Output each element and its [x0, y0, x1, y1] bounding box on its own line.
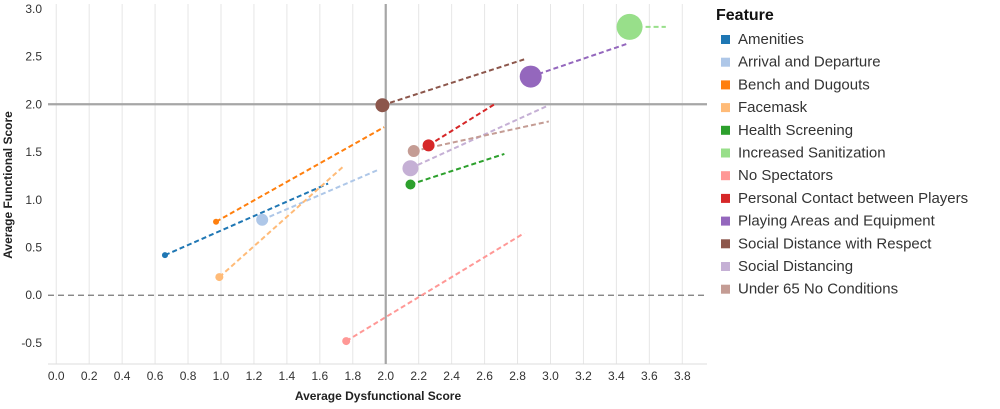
x-tick-label: 2.6	[476, 369, 493, 383]
y-tick-label: 2.0	[25, 97, 42, 111]
data-point	[405, 179, 416, 190]
grid-lines	[48, 4, 707, 365]
data-point	[519, 65, 542, 88]
x-tick-label: 2.2	[410, 369, 427, 383]
trend-line	[345, 232, 525, 342]
legend-label: Amenities	[738, 31, 804, 48]
legend-label: Under 65 No Conditions	[738, 281, 898, 298]
x-tick-label: 3.6	[641, 369, 658, 383]
x-tick-label: 1.8	[344, 369, 361, 383]
legend-label: Personal Contact between Players	[738, 190, 968, 207]
data-point	[407, 145, 420, 158]
legend-swatch	[721, 35, 730, 44]
x-tick-label: 0.2	[81, 369, 98, 383]
trend-line	[261, 169, 378, 221]
reference-lines	[48, 4, 707, 364]
trend-line	[218, 164, 346, 278]
legend-swatch	[721, 80, 730, 90]
data-point	[402, 160, 419, 177]
legend-label: Facemask	[738, 99, 808, 116]
data-point	[422, 139, 435, 152]
legend-label: Health Screening	[738, 122, 853, 139]
data-point	[161, 252, 168, 259]
trend-line	[428, 103, 496, 147]
legend-label: Increased Sanitization	[738, 145, 886, 162]
legend-label: Playing Areas and Equipment	[738, 213, 936, 230]
x-tick-label: 3.8	[674, 369, 691, 383]
legend-swatch	[721, 262, 730, 271]
legend-swatch	[721, 193, 730, 203]
x-tick-label: 3.2	[575, 369, 592, 383]
trend-line	[410, 152, 505, 186]
x-tick-label: 3.4	[608, 369, 625, 383]
x-axis-title: Average Dysfunctional Score	[295, 389, 462, 403]
y-axis-ticks: -0.5 0.0 0.5 1.0 1.5 2.0 2.5 3.0	[21, 2, 42, 350]
data-point	[616, 13, 643, 40]
data-point	[213, 218, 220, 225]
y-tick-label: 2.5	[25, 50, 42, 64]
trend-line	[382, 58, 525, 107]
data-point	[215, 273, 224, 282]
data-points	[161, 13, 643, 346]
y-tick-label: -0.5	[21, 336, 42, 350]
legend-label: Bench and Dugouts	[738, 76, 870, 93]
x-tick-label: 0.6	[147, 369, 164, 383]
legend-swatch	[721, 239, 730, 249]
y-tick-label: 0.0	[25, 288, 42, 302]
y-tick-label: 0.5	[25, 241, 42, 255]
legend-swatch	[721, 171, 730, 181]
legend-swatch	[721, 125, 730, 135]
legend-swatch	[721, 216, 730, 226]
trend-line	[530, 43, 627, 78]
x-tick-label: 3.0	[542, 369, 559, 383]
x-tick-label: 2.0	[377, 369, 394, 383]
trend-line	[413, 120, 550, 153]
legend-swatch	[721, 57, 730, 67]
legend: Feature Amenities Arrival and Departure Be…	[716, 7, 968, 298]
x-tick-label: 1.6	[311, 369, 328, 383]
legend-swatch	[721, 148, 730, 158]
legend-swatch	[721, 284, 730, 294]
legend-label: Arrival and Departure	[738, 54, 881, 71]
trend-lines	[164, 25, 666, 342]
x-axis-ticks: 0.0 0.2 0.4 0.6 0.8 1.0 1.2 1.4 1.6 1.8 2.0 2.2 2.4 2…	[48, 369, 691, 383]
x-tick-label: 0.8	[180, 369, 197, 383]
x-tick-label: 0.0	[48, 369, 65, 383]
legend-title: Feature	[716, 7, 774, 24]
legend-label: No Spectators	[738, 167, 833, 184]
trend-line	[164, 182, 329, 257]
x-tick-label: 1.0	[213, 369, 230, 383]
y-tick-label: 3.0	[25, 2, 42, 16]
x-tick-label: 2.4	[443, 369, 460, 383]
data-point	[342, 337, 351, 346]
y-axis-title: Average Functional Score	[1, 111, 15, 259]
x-tick-label: 2.8	[509, 369, 526, 383]
x-tick-label: 1.2	[246, 369, 263, 383]
y-tick-label: 1.0	[25, 193, 42, 207]
legend-swatch	[721, 103, 730, 113]
y-tick-label: 1.5	[25, 145, 42, 159]
x-tick-label: 0.4	[114, 369, 131, 383]
data-point	[375, 98, 390, 113]
legend-label: Social Distancing	[738, 258, 853, 275]
data-point	[256, 213, 269, 226]
trend-line	[215, 126, 385, 223]
legend-label: Social Distance with Respect	[738, 235, 932, 252]
x-tick-label: 1.4	[279, 369, 296, 383]
